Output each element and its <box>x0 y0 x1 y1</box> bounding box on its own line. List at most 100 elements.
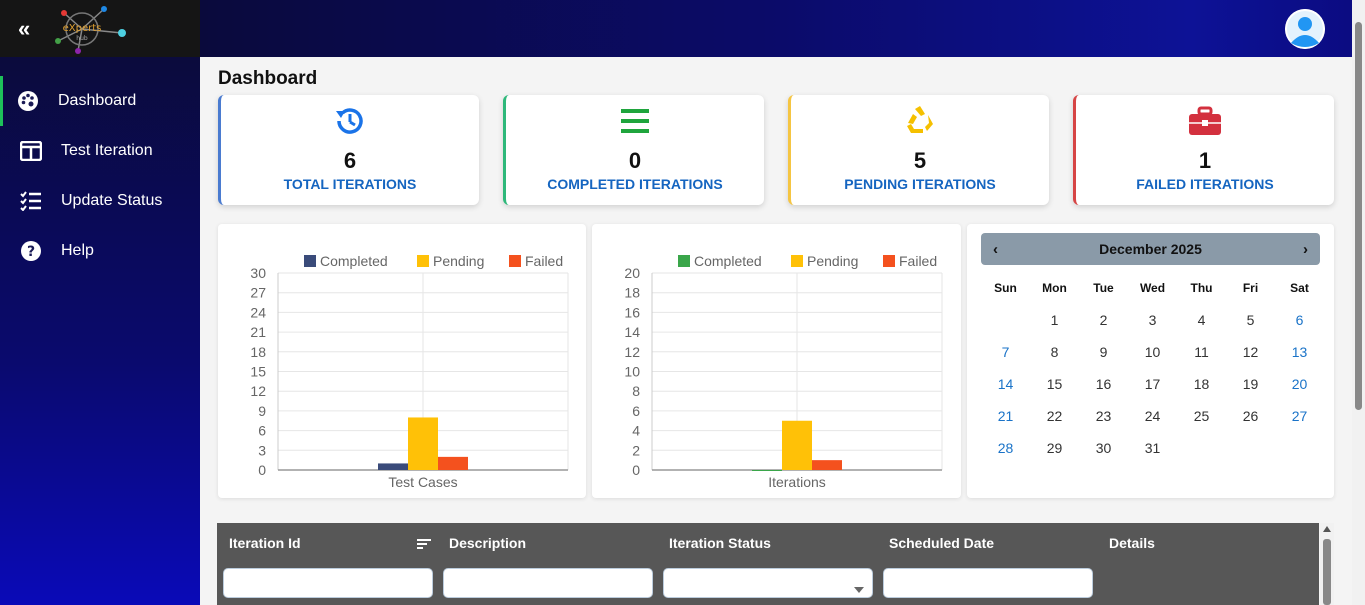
calendar-day[interactable]: 3 <box>1148 312 1157 328</box>
sidebar-item-test-iteration[interactable]: Test Iteration <box>0 126 200 176</box>
total-iterations-card[interactable]: 6 TOTAL ITERATIONS <box>218 95 479 205</box>
calendar-prev-button[interactable]: ‹ <box>993 240 998 258</box>
sidebar-item-help[interactable]: ? Help <box>0 226 200 276</box>
main-content: Dashboard 6 TOTAL ITERATIONS 0 COMPLETED… <box>200 57 1352 605</box>
column-header-iteration-status[interactable]: Iteration Status <box>669 535 771 551</box>
calendar-weekday: Sat <box>1290 281 1309 295</box>
pending-iterations-label: PENDING ITERATIONS <box>844 176 996 192</box>
collapse-sidebar-button[interactable]: « <box>18 15 31 41</box>
calendar-day[interactable]: 19 <box>1242 376 1259 392</box>
calendar-day[interactable]: 26 <box>1242 408 1259 424</box>
sidebar-item-label: Update Status <box>61 192 163 209</box>
calendar-weekday: Sun <box>994 281 1017 295</box>
calendar-day[interactable]: 24 <box>1144 408 1161 424</box>
scheduled-date-filter-input[interactable] <box>883 568 1093 598</box>
calendar-day[interactable]: 16 <box>1095 376 1112 392</box>
calendar-day[interactable]: 15 <box>1046 376 1063 392</box>
calendar-day[interactable]: 27 <box>1291 408 1308 424</box>
completed-iterations-card[interactable]: 0 COMPLETED ITERATIONS <box>503 95 764 205</box>
y-tick-label: 12 <box>624 344 640 360</box>
calendar-day[interactable]: 28 <box>997 440 1014 456</box>
table-scrollbar[interactable] <box>1320 523 1334 605</box>
bar-failed <box>812 460 842 470</box>
y-tick-label: 16 <box>624 304 640 320</box>
legend-swatch <box>678 255 690 267</box>
total-iterations-label: TOTAL ITERATIONS <box>283 176 417 192</box>
history-icon <box>221 103 479 139</box>
sidebar-header: « eXperts hub <box>0 0 200 57</box>
failed-iterations-card[interactable]: 1 FAILED ITERATIONS <box>1073 95 1334 205</box>
test-cases-chart-panel: Completed Pending Failed 0 3 6 9 12 15 18 21 24 27 30… <box>218 224 586 498</box>
calendar-day[interactable]: 10 <box>1144 344 1161 360</box>
calendar-day[interactable]: 11 <box>1194 344 1209 360</box>
failed-iterations-label: FAILED ITERATIONS <box>1136 176 1274 192</box>
bar-pending <box>408 417 438 470</box>
iteration-id-filter-input[interactable] <box>223 568 433 598</box>
column-header-scheduled-date[interactable]: Scheduled Date <box>889 535 995 551</box>
sidebar-item-label: Test Iteration <box>61 142 153 159</box>
experts-hub-logo[interactable]: eXperts hub <box>48 3 128 55</box>
y-tick-label: 8 <box>632 383 640 399</box>
calendar-next-button[interactable]: › <box>1303 240 1308 258</box>
calendar-day[interactable]: 13 <box>1291 344 1308 360</box>
column-header-iteration-id[interactable]: Iteration Id <box>229 535 301 551</box>
legend-swatch <box>791 255 803 267</box>
user-avatar-icon[interactable] <box>1285 9 1325 49</box>
calendar-day[interactable]: 25 <box>1193 408 1210 424</box>
svg-text:?: ? <box>27 244 35 260</box>
calendar-day[interactable]: 4 <box>1197 312 1206 328</box>
calendar-day[interactable]: 12 <box>1242 344 1259 360</box>
y-tick-label: 30 <box>250 265 266 281</box>
pending-iterations-value: 5 <box>913 148 927 173</box>
y-tick-label: 15 <box>250 364 266 380</box>
calendar-day[interactable]: 23 <box>1095 408 1112 424</box>
y-tick-label: 27 <box>250 285 266 301</box>
legend-label: Failed <box>899 253 937 269</box>
page-scrollbar-thumb[interactable] <box>1355 22 1362 410</box>
calendar-week-row: 1 2 3 4 5 6 <box>981 304 1325 336</box>
bar-pending <box>782 420 812 470</box>
x-axis-label: Test Cases <box>388 474 457 490</box>
calendar-day[interactable]: 1 <box>1050 312 1059 328</box>
calendar-day[interactable]: 31 <box>1144 440 1161 456</box>
column-header-description[interactable]: Description <box>449 535 527 551</box>
calendar-week-row: 7 8 9 10 11 12 13 <box>981 336 1325 368</box>
calendar-day[interactable]: 2 <box>1099 312 1108 328</box>
column-header-details: Details <box>1109 535 1155 551</box>
description-filter-input[interactable] <box>443 568 653 598</box>
calendar-day[interactable]: 29 <box>1046 440 1063 456</box>
sidebar-item-dashboard[interactable]: Dashboard <box>0 76 200 126</box>
calendar-day[interactable]: 7 <box>1001 344 1010 360</box>
legend-label: Completed <box>320 253 388 269</box>
pending-iterations-card[interactable]: 5 PENDING ITERATIONS <box>788 95 1049 205</box>
iterations-chart-panel: Completed Pending Failed 0 2 4 6 8 10 12 14 16 18 20 I… <box>592 224 961 498</box>
sidebar: « eXperts hub Dashboa <box>0 0 200 605</box>
sort-icon[interactable] <box>417 537 431 555</box>
calendar-header: ‹ December 2025 › <box>981 233 1320 265</box>
failed-iterations-value: 1 <box>1198 148 1212 173</box>
y-tick-label: 2 <box>632 442 640 458</box>
iteration-status-filter-select[interactable] <box>663 568 873 598</box>
y-tick-label: 6 <box>258 423 266 439</box>
bar-completed <box>752 470 782 471</box>
calendar-day[interactable]: 5 <box>1246 312 1255 328</box>
sidebar-item-update-status[interactable]: Update Status <box>0 176 200 226</box>
calendar-day[interactable]: 6 <box>1295 312 1304 328</box>
y-tick-label: 0 <box>258 462 266 478</box>
calendar-day[interactable]: 30 <box>1095 440 1112 456</box>
palette-icon <box>16 89 40 113</box>
page-scrollbar[interactable] <box>1352 0 1365 605</box>
calendar-day[interactable]: 8 <box>1050 344 1059 360</box>
calendar-day[interactable]: 21 <box>997 408 1014 424</box>
calendar-day[interactable]: 18 <box>1193 376 1210 392</box>
calendar-day[interactable]: 22 <box>1046 408 1063 424</box>
bar-failed <box>438 456 468 470</box>
legend-swatch <box>509 255 521 267</box>
calendar-day[interactable]: 14 <box>997 376 1014 392</box>
legend-label: Failed <box>525 253 563 269</box>
calendar-day[interactable]: 20 <box>1291 376 1308 392</box>
calendar-weekday: Mon <box>1042 281 1067 295</box>
calendar-day[interactable]: 17 <box>1144 376 1161 392</box>
calendar-day[interactable]: 9 <box>1099 344 1108 360</box>
columns-icon <box>19 139 43 163</box>
